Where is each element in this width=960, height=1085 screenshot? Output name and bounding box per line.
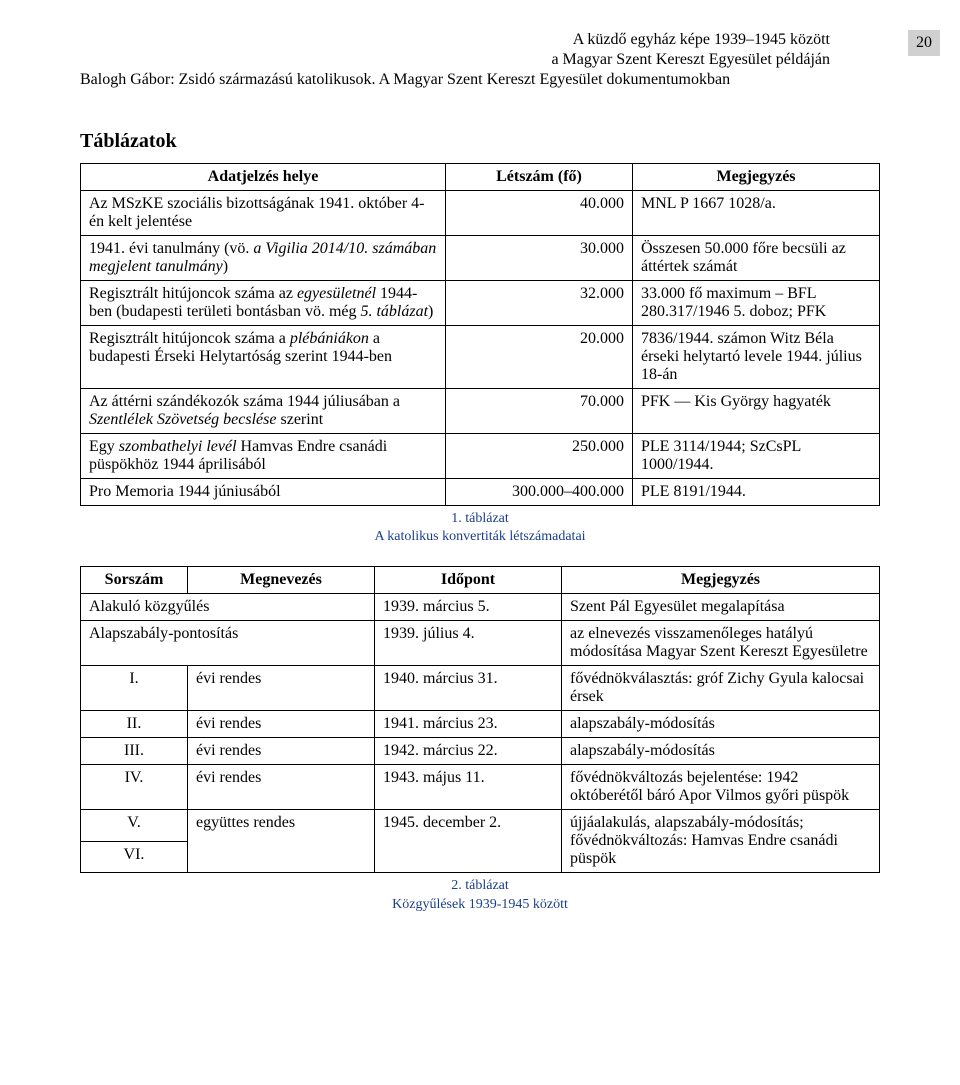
cell-source: Az MSzKE szociális bizottságának 1941. o… bbox=[81, 191, 446, 236]
cell-idopont: 1945. december 2. bbox=[375, 810, 562, 873]
table-caption: 2. táblázat Közgyűlések 1939-1945 között bbox=[80, 877, 880, 913]
cell-megnevezes: évi rendes bbox=[188, 738, 375, 765]
cell-count: 32.000 bbox=[446, 281, 633, 326]
cell-idopont: 1939. július 4. bbox=[375, 621, 562, 666]
cell-sorszam: V. bbox=[81, 810, 188, 842]
header-right: A küzdő egyház képe 1939–1945 között a M… bbox=[80, 30, 830, 70]
table-row: Az áttérni szándékozók száma 1944 július… bbox=[81, 389, 880, 434]
document-page: 20 A küzdő egyház képe 1939–1945 között … bbox=[0, 0, 960, 974]
table-letszam: Adatjelzés helye Létszám (fő) Megjegyzés… bbox=[80, 163, 880, 506]
col-header: Megjegyzés bbox=[633, 164, 880, 191]
header-line: Balogh Gábor: Zsidó származású katolikus… bbox=[80, 70, 880, 90]
cell-note: 33.000 fő maximum – BFL 280.317/1946 5. … bbox=[633, 281, 880, 326]
cell-source: Pro Memoria 1944 júniusából bbox=[81, 479, 446, 506]
cell-sorszam: IV. bbox=[81, 765, 188, 810]
cell-note: újjáalakulás, alapszabály-módosítás; főv… bbox=[562, 810, 880, 873]
table-header-row: Adatjelzés helye Létszám (fő) Megjegyzés bbox=[81, 164, 880, 191]
table-row: I.évi rendes1940. március 31.fővédnökvál… bbox=[81, 666, 880, 711]
cell-count: 30.000 bbox=[446, 236, 633, 281]
cell-idopont: 1939. március 5. bbox=[375, 594, 562, 621]
table-row: V.együttes rendes1945. december 2.újjáal… bbox=[81, 810, 880, 842]
cell-note: 7836/1944. számon Witz Béla érseki helyt… bbox=[633, 326, 880, 389]
cell-note: az elnevezés visszamenőleges hatályú mód… bbox=[562, 621, 880, 666]
cell-note: PLE 3114/1944; SzCsPL 1000/1944. bbox=[633, 434, 880, 479]
col-header: Adatjelzés helye bbox=[81, 164, 446, 191]
cell-source: Az áttérni szándékozók száma 1944 július… bbox=[81, 389, 446, 434]
cell-idopont: 1943. május 11. bbox=[375, 765, 562, 810]
cell-count: 300.000–400.000 bbox=[446, 479, 633, 506]
header-line: A küzdő egyház képe 1939–1945 között bbox=[80, 30, 830, 50]
cell-megnevezes: Alakuló közgyűlés bbox=[81, 594, 375, 621]
caption-line: 1. táblázat bbox=[451, 511, 509, 526]
cell-megnevezes: együttes rendes bbox=[188, 810, 375, 873]
caption-line: 2. táblázat bbox=[451, 878, 509, 893]
cell-note: Szent Pál Egyesület megalapítása bbox=[562, 594, 880, 621]
caption-line: A katolikus konvertiták létszámadatai bbox=[374, 529, 585, 544]
cell-megnevezes: évi rendes bbox=[188, 765, 375, 810]
cell-idopont: 1942. március 22. bbox=[375, 738, 562, 765]
table-row: Regisztrált hitújoncok száma a plébániák… bbox=[81, 326, 880, 389]
table-caption: 1. táblázat A katolikus konvertiták léts… bbox=[80, 510, 880, 546]
table-row: Regisztrált hitújoncok száma az egyesüle… bbox=[81, 281, 880, 326]
cell-idopont: 1940. március 31. bbox=[375, 666, 562, 711]
cell-megnevezes: Alapszabály-pontosítás bbox=[81, 621, 375, 666]
table-row: 1941. évi tanulmány (vö. a Vigilia 2014/… bbox=[81, 236, 880, 281]
col-header: Megjegyzés bbox=[562, 567, 880, 594]
cell-source: Egy szombathelyi levél Hamvas Endre csan… bbox=[81, 434, 446, 479]
cell-note: PLE 8191/1944. bbox=[633, 479, 880, 506]
cell-source: 1941. évi tanulmány (vö. a Vigilia 2014/… bbox=[81, 236, 446, 281]
header-left: Balogh Gábor: Zsidó származású katolikus… bbox=[80, 70, 880, 90]
cell-note: alapszabály-módosítás bbox=[562, 711, 880, 738]
cell-note: alapszabály-módosítás bbox=[562, 738, 880, 765]
table-kozgyules: Sorszám Megnevezés Időpont Megjegyzés Al… bbox=[80, 566, 880, 873]
table-header-row: Sorszám Megnevezés Időpont Megjegyzés bbox=[81, 567, 880, 594]
page-header: A küzdő egyház képe 1939–1945 között a M… bbox=[80, 30, 880, 90]
cell-note: fővédnökváltozás bejelentése: 1942 októb… bbox=[562, 765, 880, 810]
cell-sorszam: I. bbox=[81, 666, 188, 711]
cell-count: 20.000 bbox=[446, 326, 633, 389]
cell-note: MNL P 1667 1028/a. bbox=[633, 191, 880, 236]
col-header: Időpont bbox=[375, 567, 562, 594]
table-row: Az MSzKE szociális bizottságának 1941. o… bbox=[81, 191, 880, 236]
cell-count: 250.000 bbox=[446, 434, 633, 479]
cell-sorszam: II. bbox=[81, 711, 188, 738]
section-title: Táblázatok bbox=[80, 130, 880, 153]
cell-sorszam: III. bbox=[81, 738, 188, 765]
header-line: a Magyar Szent Kereszt Egyesület példájá… bbox=[80, 50, 830, 70]
cell-count: 70.000 bbox=[446, 389, 633, 434]
caption-line: Közgyűlések 1939-1945 között bbox=[392, 897, 568, 912]
col-header: Sorszám bbox=[81, 567, 188, 594]
table-row: II.évi rendes1941. március 23.alapszabál… bbox=[81, 711, 880, 738]
table-row: IV.évi rendes1943. május 11.fővédnökvált… bbox=[81, 765, 880, 810]
table-row: Alapszabály-pontosítás1939. július 4.az … bbox=[81, 621, 880, 666]
col-header: Megnevezés bbox=[188, 567, 375, 594]
table-row: III.évi rendes1942. március 22.alapszabá… bbox=[81, 738, 880, 765]
cell-source: Regisztrált hitújoncok száma az egyesüle… bbox=[81, 281, 446, 326]
page-number: 20 bbox=[908, 30, 940, 56]
cell-count: 40.000 bbox=[446, 191, 633, 236]
cell-idopont: 1941. március 23. bbox=[375, 711, 562, 738]
table-row: Alakuló közgyűlés1939. március 5.Szent P… bbox=[81, 594, 880, 621]
table-row: Egy szombathelyi levél Hamvas Endre csan… bbox=[81, 434, 880, 479]
cell-note: PFK — Kis György hagyaték bbox=[633, 389, 880, 434]
col-header: Létszám (fő) bbox=[446, 164, 633, 191]
table-row: Pro Memoria 1944 júniusából300.000–400.0… bbox=[81, 479, 880, 506]
cell-note: fővédnökválasztás: gróf Zichy Gyula kalo… bbox=[562, 666, 880, 711]
cell-source: Regisztrált hitújoncok száma a plébániák… bbox=[81, 326, 446, 389]
cell-megnevezes: évi rendes bbox=[188, 666, 375, 711]
cell-note: Összesen 50.000 főre becsüli az áttértek… bbox=[633, 236, 880, 281]
cell-sorszam: VI. bbox=[81, 841, 188, 873]
cell-megnevezes: évi rendes bbox=[188, 711, 375, 738]
